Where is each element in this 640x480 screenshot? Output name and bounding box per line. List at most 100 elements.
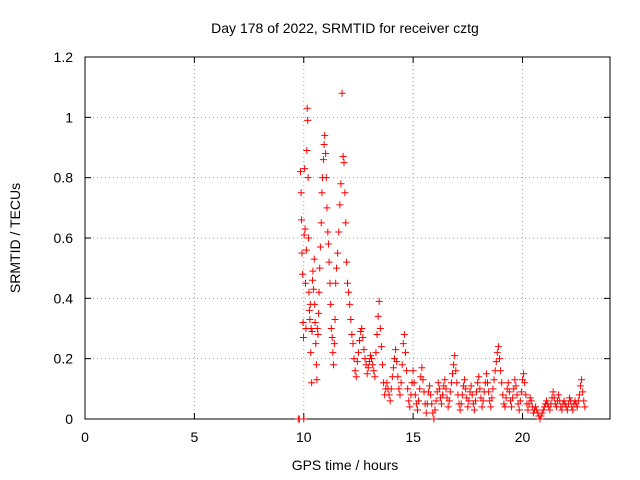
data-point bbox=[446, 388, 454, 396]
data-point bbox=[428, 400, 436, 408]
data-point bbox=[305, 288, 313, 296]
data-point bbox=[370, 367, 378, 375]
data-point bbox=[300, 334, 308, 342]
data-point bbox=[397, 379, 405, 387]
data-point bbox=[376, 325, 384, 332]
data-point bbox=[328, 334, 336, 342]
data-point bbox=[321, 131, 329, 139]
data-point bbox=[485, 388, 493, 396]
data-point bbox=[452, 367, 460, 375]
data-point bbox=[550, 394, 558, 402]
data-point bbox=[539, 406, 547, 414]
data-point bbox=[499, 391, 507, 399]
data-point bbox=[308, 379, 316, 387]
data-point bbox=[369, 361, 377, 369]
data-point bbox=[371, 373, 379, 381]
data-point bbox=[488, 394, 496, 402]
data-point bbox=[504, 379, 512, 387]
y-tick-label: 0.6 bbox=[54, 230, 74, 246]
data-point bbox=[520, 370, 528, 378]
data-point bbox=[356, 337, 364, 345]
data-point bbox=[385, 391, 393, 399]
data-point bbox=[330, 361, 337, 369]
data-point bbox=[322, 174, 330, 182]
data-point bbox=[300, 231, 308, 239]
data-point bbox=[475, 373, 483, 381]
data-point bbox=[387, 385, 395, 393]
data-point bbox=[482, 370, 490, 378]
data-point bbox=[333, 264, 341, 272]
data-point bbox=[341, 189, 349, 197]
data-point bbox=[334, 249, 342, 257]
data-point bbox=[442, 385, 450, 393]
data-point bbox=[445, 397, 453, 405]
data-point bbox=[360, 346, 368, 354]
plot-frame bbox=[84, 56, 611, 420]
data-point bbox=[325, 258, 333, 266]
data-point bbox=[458, 391, 466, 399]
data-point bbox=[511, 376, 519, 384]
data-point bbox=[340, 159, 348, 167]
data-point bbox=[375, 297, 383, 305]
data-point bbox=[427, 391, 435, 399]
data-point bbox=[304, 174, 312, 182]
data-point bbox=[422, 409, 430, 417]
data-point bbox=[409, 367, 417, 375]
data-point bbox=[393, 358, 401, 366]
data-point bbox=[405, 397, 413, 405]
data-point bbox=[468, 391, 476, 399]
data-point bbox=[364, 364, 372, 372]
data-point bbox=[490, 376, 498, 384]
data-point bbox=[324, 228, 332, 236]
data-point bbox=[410, 379, 418, 387]
data-point bbox=[451, 352, 459, 360]
data-point bbox=[449, 370, 456, 378]
data-point bbox=[312, 361, 320, 369]
data-point bbox=[352, 373, 360, 381]
data-point bbox=[366, 352, 374, 360]
grid-lines bbox=[85, 57, 610, 419]
data-point bbox=[373, 331, 381, 339]
data-point bbox=[505, 388, 513, 396]
data-point bbox=[404, 385, 412, 393]
data-point bbox=[399, 340, 407, 348]
data-point bbox=[297, 189, 305, 197]
data-point bbox=[336, 201, 344, 209]
data-point bbox=[438, 400, 446, 408]
data-point bbox=[441, 376, 449, 384]
y-axis-title: SRMTID / TECUs bbox=[7, 183, 23, 293]
data-point bbox=[342, 219, 350, 227]
data-point bbox=[332, 279, 340, 287]
data-point bbox=[304, 116, 312, 124]
data-point bbox=[351, 367, 359, 375]
data-point bbox=[374, 312, 382, 320]
data-point bbox=[296, 168, 304, 176]
data-point bbox=[350, 355, 358, 363]
data-point bbox=[323, 204, 331, 212]
data-point bbox=[513, 391, 521, 399]
data-point bbox=[300, 415, 308, 423]
data-point bbox=[363, 370, 371, 378]
data-point bbox=[508, 403, 516, 411]
data-point bbox=[474, 379, 482, 387]
data-point bbox=[581, 403, 589, 411]
data-point bbox=[462, 385, 470, 393]
data-point bbox=[383, 379, 391, 387]
data-point bbox=[415, 397, 423, 405]
data-point bbox=[377, 343, 385, 351]
x-tick-labels: 0 5 10 15 20 bbox=[81, 429, 530, 445]
data-point bbox=[299, 318, 307, 326]
data-point bbox=[358, 325, 366, 332]
data-point bbox=[543, 397, 551, 405]
data-point bbox=[307, 325, 315, 332]
data-point bbox=[316, 243, 324, 251]
data-point bbox=[324, 240, 332, 248]
data-point bbox=[389, 364, 397, 372]
data-point bbox=[327, 325, 335, 332]
data-point bbox=[317, 219, 325, 227]
data-point bbox=[439, 391, 447, 399]
x-tick-label: 0 bbox=[81, 429, 89, 445]
data-point bbox=[302, 279, 309, 287]
data-point bbox=[569, 406, 577, 414]
